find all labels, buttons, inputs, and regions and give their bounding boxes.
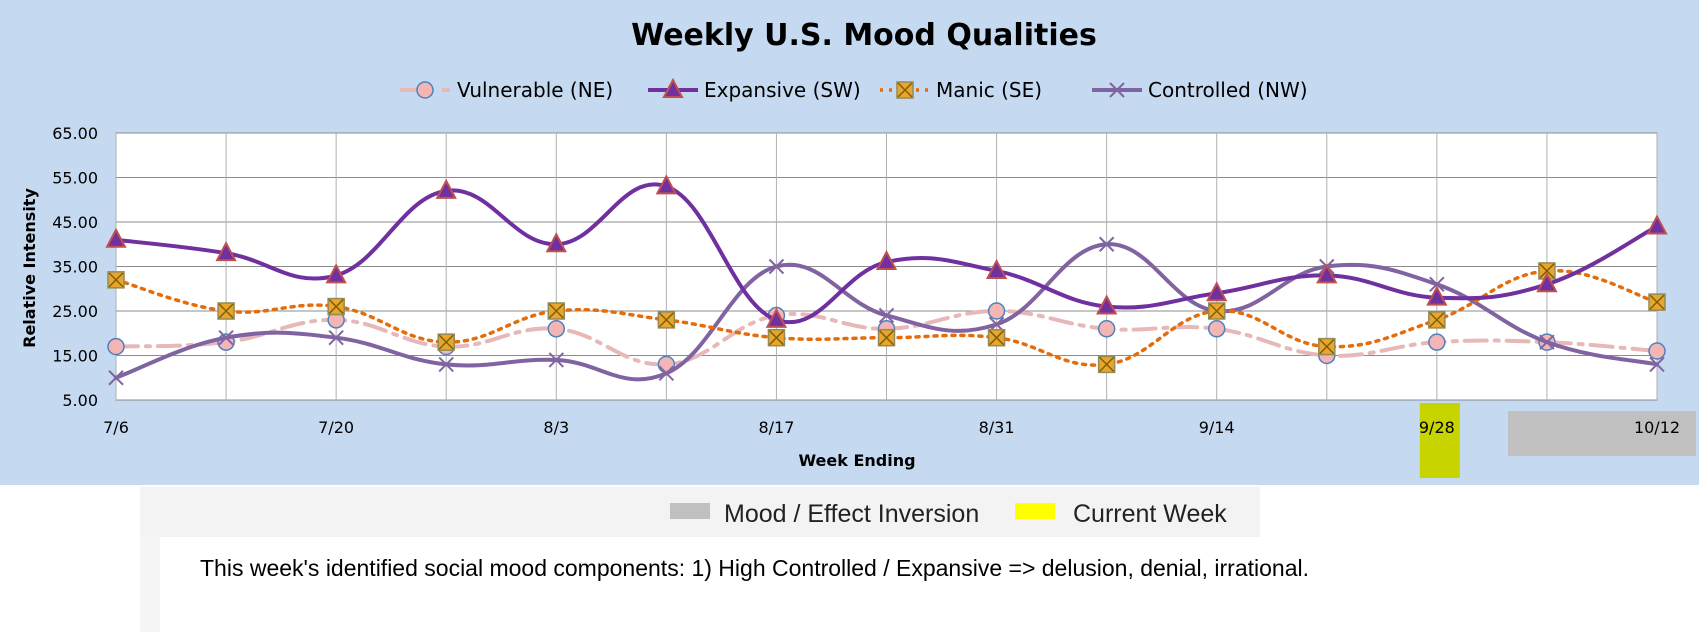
x-tick-label: 7/20	[318, 418, 354, 437]
inversion-swatch	[670, 503, 710, 519]
current-week-swatch	[1015, 503, 1055, 519]
data-point-vulnerable	[1428, 333, 1446, 351]
inversion-key-label: Mood / Effect Inversion	[724, 500, 980, 528]
legend-label-controlled: Controlled (NW)	[1148, 78, 1308, 102]
legend-label-manic: Manic (SE)	[936, 78, 1042, 102]
series-line-manic	[114, 268, 1659, 367]
data-point-controlled	[1098, 236, 1115, 252]
data-point-manic-cross	[1649, 294, 1665, 310]
x-tick-label: 10/12	[1634, 418, 1680, 437]
data-point-manic-cross	[438, 334, 454, 350]
data-point-vulnerable	[1097, 320, 1116, 338]
legend-marker-expansive	[662, 77, 684, 98]
chart-panel: 65.00 55.00 45.00 35.00 25.00 15.00 5.00 7/6 7/2…	[0, 0, 1699, 485]
series-line-expansive	[114, 182, 1659, 325]
x-tick-label: 9/14	[1199, 418, 1235, 437]
legend-marker-vulnerable	[416, 81, 434, 99]
data-point-vulnerable	[987, 302, 1006, 320]
data-point-manic-cross	[548, 303, 564, 319]
scan-edge	[140, 537, 160, 632]
data-point-expansive	[1206, 281, 1228, 302]
y-tick-label: 15.00	[52, 347, 98, 366]
y-tick-label: 25.00	[52, 302, 98, 321]
x-tick-label: 9/28	[1419, 418, 1455, 437]
data-point-controlled	[878, 307, 895, 324]
data-point-controlled	[1649, 356, 1665, 373]
data-point-expansive	[875, 249, 898, 271]
data-point-manic-cross	[768, 330, 784, 346]
data-point-expansive	[545, 232, 567, 253]
data-point-controlled	[438, 356, 454, 373]
data-point-expansive	[655, 174, 678, 195]
data-point-manic-cross	[218, 303, 234, 319]
x-tick-label: 8/3	[543, 418, 569, 437]
mood-line-chart: 65.00 55.00 45.00 35.00 25.00 15.00 5.00 7/6 7/2…	[20, 18, 1696, 478]
data-point-expansive	[1646, 214, 1668, 235]
y-axis-label: Relative Intensity	[20, 188, 39, 348]
data-point-controlled	[658, 365, 675, 382]
data-point-manic-cross	[1429, 312, 1445, 328]
chart-title: Weekly U.S. Mood Qualities	[631, 18, 1097, 53]
data-point-expansive	[105, 227, 127, 248]
data-point-manic-cross	[878, 330, 895, 346]
current-week-band	[1419, 403, 1460, 478]
data-point-expansive	[1316, 263, 1338, 284]
data-point-manic-cross	[328, 299, 344, 315]
data-point-manic-cross	[658, 312, 674, 328]
data-point-expansive	[1095, 294, 1118, 315]
data-point-expansive	[985, 258, 1008, 279]
legend-label-expansive: Expansive (SW)	[704, 78, 861, 102]
data-point-controlled	[1539, 334, 1555, 350]
data-point-expansive	[765, 307, 788, 328]
data-point-vulnerable	[1207, 320, 1226, 338]
x-tick-label: 8/31	[979, 418, 1015, 437]
x-tick-label: 7/6	[103, 418, 129, 437]
data-point-expansive	[435, 178, 457, 199]
data-point-vulnerable	[547, 320, 566, 338]
y-tick-label: 65.00	[52, 124, 98, 143]
y-tick-label: 45.00	[52, 213, 98, 232]
x-tick-label: 8/17	[758, 418, 794, 437]
legend-marker-manic-cross	[897, 82, 913, 98]
legend-label-vulnerable: Vulnerable (NE)	[457, 78, 613, 102]
data-point-manic-cross	[1539, 263, 1555, 279]
data-point-controlled	[108, 370, 124, 386]
data-point-vulnerable	[107, 337, 125, 356]
data-point-manic-cross	[1209, 303, 1225, 319]
data-point-manic-cross	[989, 330, 1005, 346]
data-point-controlled	[328, 329, 344, 346]
data-point-controlled	[1429, 276, 1445, 293]
inversion-band	[1508, 411, 1696, 456]
data-point-manic-cross	[1319, 339, 1335, 355]
data-point-manic-cross	[108, 272, 124, 288]
data-point-vulnerable	[1648, 342, 1666, 360]
data-point-controlled	[768, 258, 785, 275]
data-point-expansive	[1426, 285, 1448, 306]
data-point-controlled	[548, 352, 564, 368]
mood-components-note: This week's identified social mood compo…	[200, 555, 1309, 581]
legend-marker-controlled	[1109, 82, 1125, 98]
y-tick-label: 5.00	[62, 391, 98, 410]
data-point-expansive	[325, 263, 347, 284]
data-point-expansive	[1536, 272, 1558, 293]
current-week-key-label: Current Week	[1073, 500, 1227, 528]
y-tick-label: 55.00	[52, 169, 98, 188]
x-axis-label: Week Ending	[798, 451, 915, 470]
y-tick-label: 35.00	[52, 258, 98, 277]
data-point-controlled	[218, 329, 234, 346]
data-point-expansive	[215, 241, 237, 262]
data-point-manic-cross	[1099, 356, 1115, 372]
